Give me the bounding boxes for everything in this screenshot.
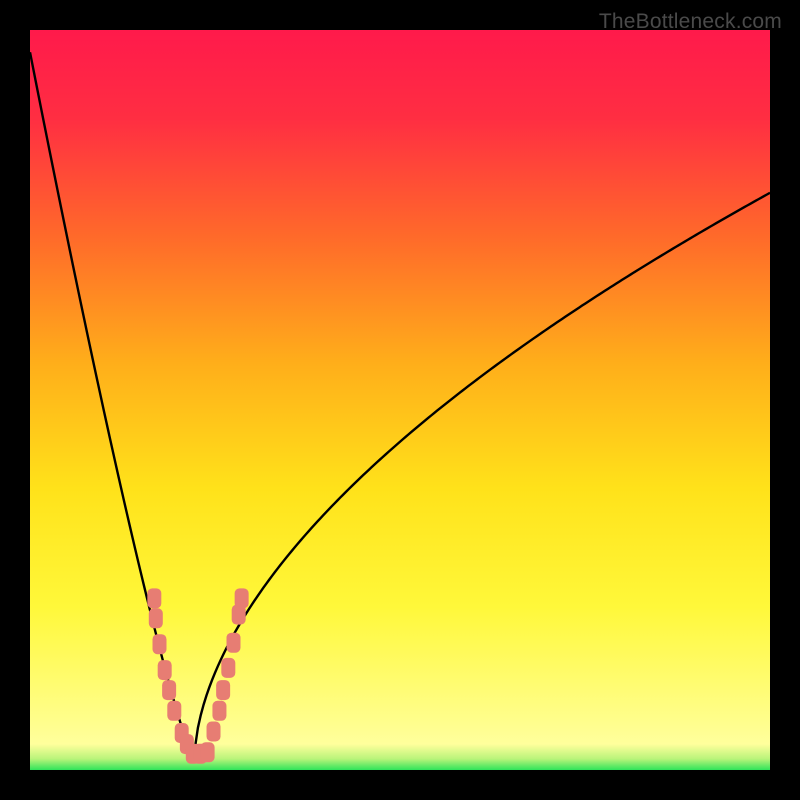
marker-point	[212, 701, 226, 721]
marker-point	[235, 588, 249, 608]
chart-svg	[0, 0, 800, 800]
marker-point	[221, 658, 235, 678]
marker-point	[227, 633, 241, 653]
chart-root: TheBottleneck.com	[0, 0, 800, 800]
marker-point	[147, 588, 161, 608]
marker-point	[207, 722, 221, 742]
marker-point	[162, 680, 176, 700]
marker-point	[201, 742, 215, 762]
chart-plot-area	[30, 30, 770, 770]
marker-point	[153, 634, 167, 654]
marker-point	[149, 608, 163, 628]
marker-point	[216, 680, 230, 700]
marker-point	[167, 701, 181, 721]
marker-point	[158, 660, 172, 680]
